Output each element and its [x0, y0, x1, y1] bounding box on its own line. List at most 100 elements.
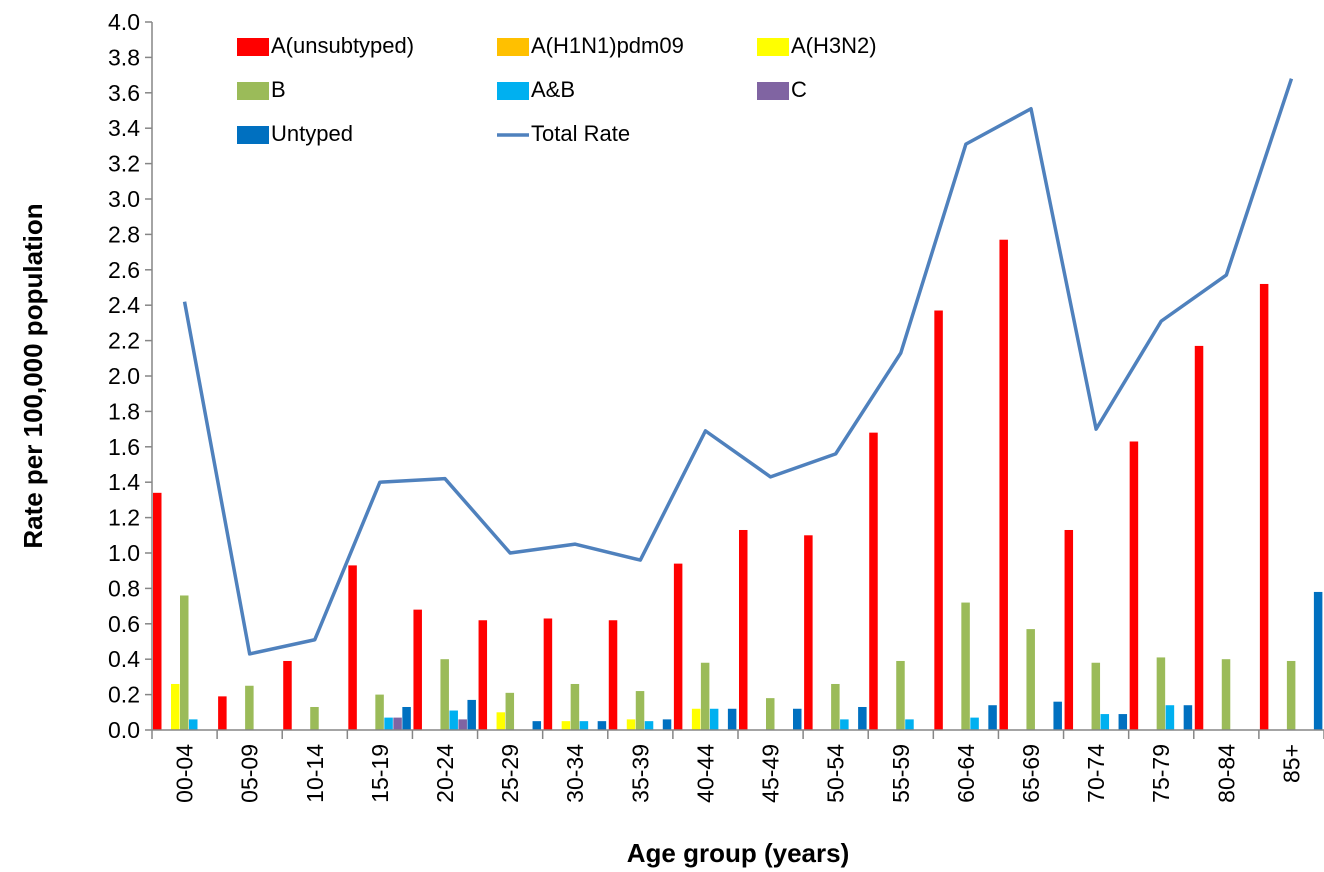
bar [934, 310, 943, 730]
bar [458, 719, 467, 730]
bar [532, 721, 542, 730]
bar [467, 699, 476, 730]
x-tick-label: 65-69 [1018, 744, 1044, 803]
bar [831, 683, 840, 730]
x-tick-label: 75-79 [1148, 744, 1174, 803]
y-tick-label: 3.6 [108, 80, 140, 106]
bar [662, 719, 672, 730]
x-tick-label: 20-24 [432, 744, 458, 803]
bar [727, 708, 737, 730]
x-tick-label: 70-74 [1083, 744, 1109, 803]
bar [673, 563, 683, 730]
bar [597, 721, 607, 730]
bar [505, 692, 515, 730]
bar [245, 685, 254, 730]
bar [700, 662, 710, 730]
x-tick-label: 05-09 [237, 744, 263, 803]
y-tick-label: 2.4 [108, 292, 140, 318]
bar [608, 620, 618, 730]
bar [766, 698, 775, 730]
bar [570, 683, 580, 730]
line [182, 78, 1294, 656]
y-tick-label: 3.2 [108, 151, 140, 177]
legend-label: B [271, 77, 286, 102]
y-tick-label: 0.6 [108, 611, 140, 637]
bar [402, 706, 411, 730]
legend-swatch [497, 38, 529, 56]
bar [153, 492, 162, 730]
x-tick-label: 50-54 [823, 744, 849, 803]
y-tick-label: 3.4 [108, 115, 140, 141]
y-tick-label: 1.6 [108, 434, 140, 460]
x-tick-label: 85+ [1278, 744, 1304, 783]
y-tick-label: 0.0 [108, 717, 140, 743]
legend-label: A(H1N1)pdm09 [531, 33, 684, 58]
bar [1259, 283, 1269, 730]
x-tick-label: 00-04 [172, 744, 198, 803]
bar [180, 595, 189, 730]
bar [635, 691, 645, 730]
x-tick-label: 40-44 [692, 744, 718, 803]
x-tick-label: 25-29 [497, 744, 523, 803]
y-tick-label: 1.0 [108, 540, 140, 566]
legend-swatch [757, 82, 789, 100]
bar [283, 660, 292, 730]
bar [858, 706, 867, 730]
y-tick-label: 0.2 [108, 682, 140, 708]
bar [793, 708, 802, 730]
y-tick-label: 1.4 [108, 469, 140, 495]
bar [709, 708, 719, 730]
bar [171, 683, 180, 730]
bar [961, 602, 970, 730]
legend-label: Total Rate [531, 121, 630, 146]
bar [1286, 660, 1296, 730]
bar [478, 620, 488, 730]
y-tick-label: 3.8 [108, 44, 140, 70]
bar [999, 239, 1008, 730]
bar [1156, 657, 1166, 730]
legend-swatch [237, 82, 269, 100]
bar [1183, 705, 1193, 730]
bar [739, 529, 748, 730]
bar [1100, 714, 1110, 730]
bar [804, 535, 813, 730]
bar [1221, 659, 1231, 730]
bar [375, 694, 384, 730]
legend-swatch [497, 82, 529, 100]
y-axis-title: Rate per 100,000 population [18, 203, 48, 548]
legend-swatch [237, 38, 269, 56]
bar [840, 719, 849, 730]
bar [440, 659, 449, 730]
y-tick-label: 2.8 [108, 221, 140, 247]
x-tick-label: 45-49 [758, 744, 784, 803]
bar [1118, 714, 1128, 730]
bar [970, 717, 979, 730]
x-tick-label: 80-84 [1213, 744, 1239, 803]
bar [393, 717, 402, 730]
bar [384, 717, 393, 730]
bar [449, 710, 458, 730]
x-tick-label: 30-34 [562, 744, 588, 803]
legend-label: C [791, 77, 807, 102]
legend-label: A(H3N2) [791, 33, 877, 58]
y-tick-label: 0.4 [108, 646, 140, 672]
x-tick-label: 55-59 [888, 744, 914, 803]
y-tick-label: 2.6 [108, 257, 140, 283]
legend-swatch [237, 126, 269, 144]
bar [1165, 705, 1175, 730]
bar [626, 719, 636, 730]
y-tick-label: 2.0 [108, 363, 140, 389]
legend-label: A(unsubtyped) [271, 33, 414, 58]
bar [218, 696, 227, 730]
bar [561, 721, 571, 730]
bar [348, 565, 357, 730]
bar [1053, 701, 1062, 730]
x-tick-label: 60-64 [953, 744, 979, 803]
x-tick-label: 35-39 [627, 744, 653, 803]
bar [543, 618, 553, 730]
bar [189, 719, 198, 730]
bar [413, 609, 422, 730]
y-tick-label: 1.2 [108, 505, 140, 531]
y-tick-label: 2.2 [108, 328, 140, 354]
bar [1313, 591, 1323, 730]
